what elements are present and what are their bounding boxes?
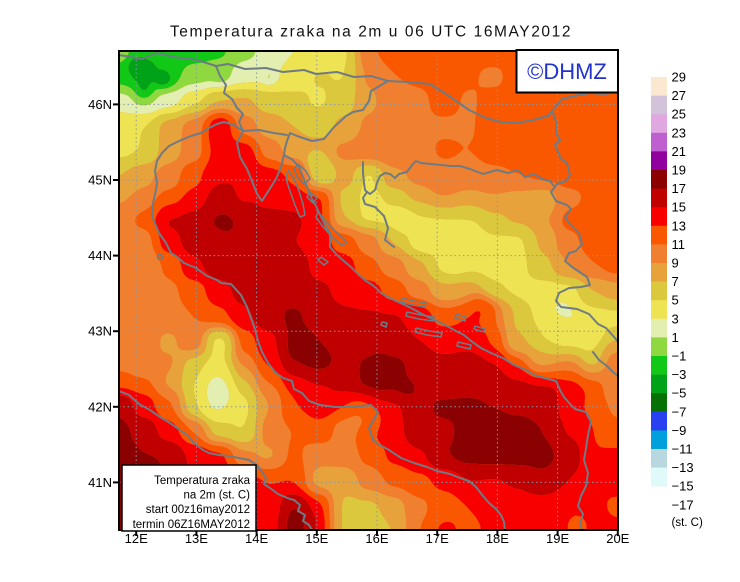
- svg-text:na 2m (st. C): na 2m (st. C): [184, 490, 251, 502]
- svg-text:15: 15: [672, 200, 686, 215]
- svg-text:1: 1: [672, 330, 679, 345]
- svg-text:©DHMZ: ©DHMZ: [527, 59, 607, 84]
- svg-text:15E: 15E: [305, 531, 328, 546]
- svg-text:−5: −5: [672, 386, 687, 401]
- svg-text:−15: −15: [672, 479, 694, 494]
- svg-text:−1: −1: [672, 349, 687, 364]
- svg-text:41N: 41N: [88, 475, 112, 490]
- svg-text:13E: 13E: [185, 531, 208, 546]
- svg-text:12E: 12E: [125, 531, 148, 546]
- svg-text:7: 7: [672, 274, 679, 289]
- svg-text:42N: 42N: [88, 399, 112, 414]
- svg-text:−17: −17: [672, 497, 694, 512]
- svg-text:3: 3: [672, 311, 679, 326]
- svg-text:17E: 17E: [426, 531, 449, 546]
- svg-text:21: 21: [672, 144, 686, 159]
- svg-text:16E: 16E: [365, 531, 388, 546]
- svg-text:Temperatura zraka: Temperatura zraka: [154, 475, 250, 487]
- svg-text:(st. C): (st. C): [672, 517, 703, 529]
- svg-text:18E: 18E: [486, 531, 509, 546]
- svg-text:44N: 44N: [88, 248, 112, 263]
- svg-text:25: 25: [672, 107, 686, 122]
- svg-text:46N: 46N: [88, 97, 112, 112]
- svg-text:−7: −7: [672, 404, 687, 419]
- svg-text:45N: 45N: [88, 173, 112, 188]
- svg-text:19E: 19E: [546, 531, 569, 546]
- svg-text:13: 13: [672, 218, 686, 233]
- svg-text:Temperatura zraka na 2m u 06 U: Temperatura zraka na 2m u 06 UTC 16MAY20…: [170, 24, 572, 41]
- svg-text:−9: −9: [672, 423, 687, 438]
- svg-text:9: 9: [672, 256, 679, 271]
- svg-text:termin 06Z16MAY2012: termin 06Z16MAY2012: [133, 519, 250, 531]
- svg-text:29: 29: [672, 70, 686, 85]
- svg-text:−11: −11: [672, 442, 693, 457]
- svg-text:11: 11: [672, 237, 686, 252]
- svg-text:−3: −3: [672, 367, 687, 382]
- svg-text:−13: −13: [672, 460, 694, 475]
- svg-text:14E: 14E: [245, 531, 268, 546]
- svg-text:20E: 20E: [606, 531, 629, 546]
- svg-text:43N: 43N: [88, 324, 112, 339]
- svg-text:start 00z16may2012: start 00z16may2012: [146, 504, 250, 516]
- svg-text:23: 23: [672, 125, 686, 140]
- svg-text:5: 5: [672, 293, 679, 308]
- svg-text:17: 17: [672, 181, 686, 196]
- svg-text:19: 19: [672, 163, 686, 178]
- svg-text:27: 27: [672, 88, 686, 103]
